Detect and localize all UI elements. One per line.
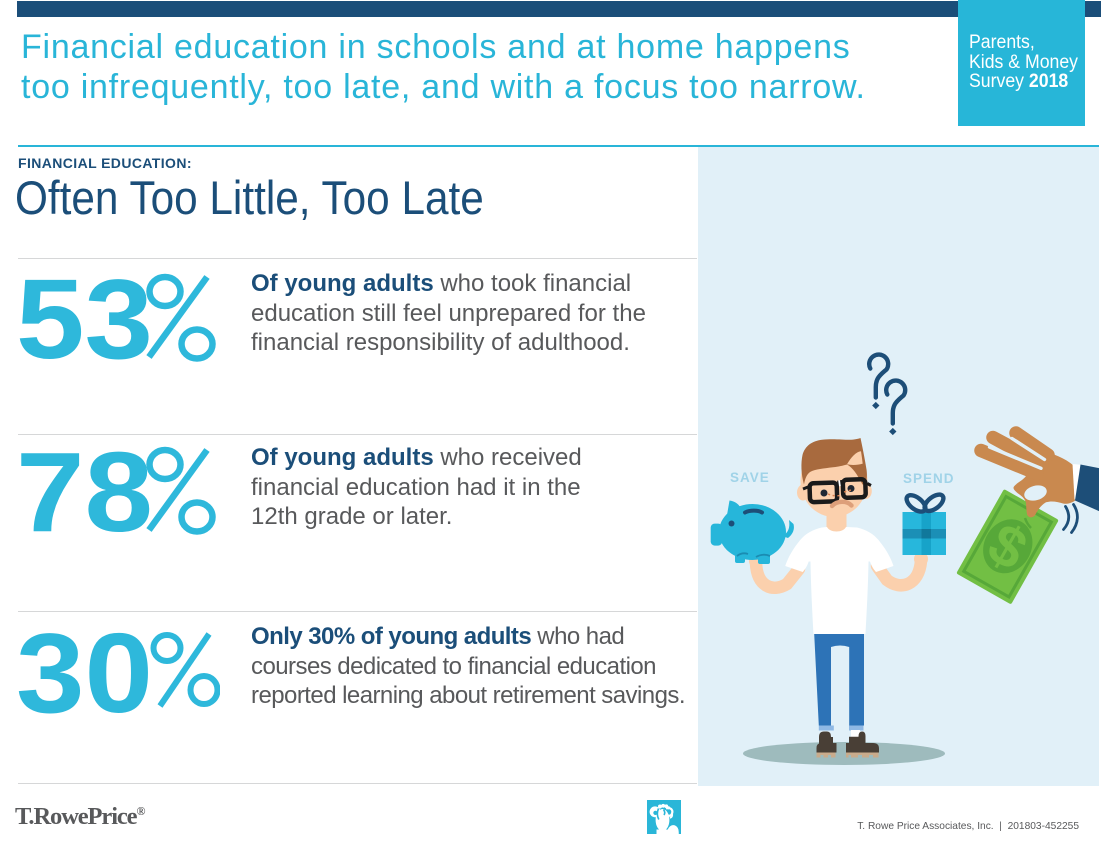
svg-text:SPEND: SPEND <box>903 471 955 486</box>
svg-text:SAVE: SAVE <box>730 470 770 485</box>
